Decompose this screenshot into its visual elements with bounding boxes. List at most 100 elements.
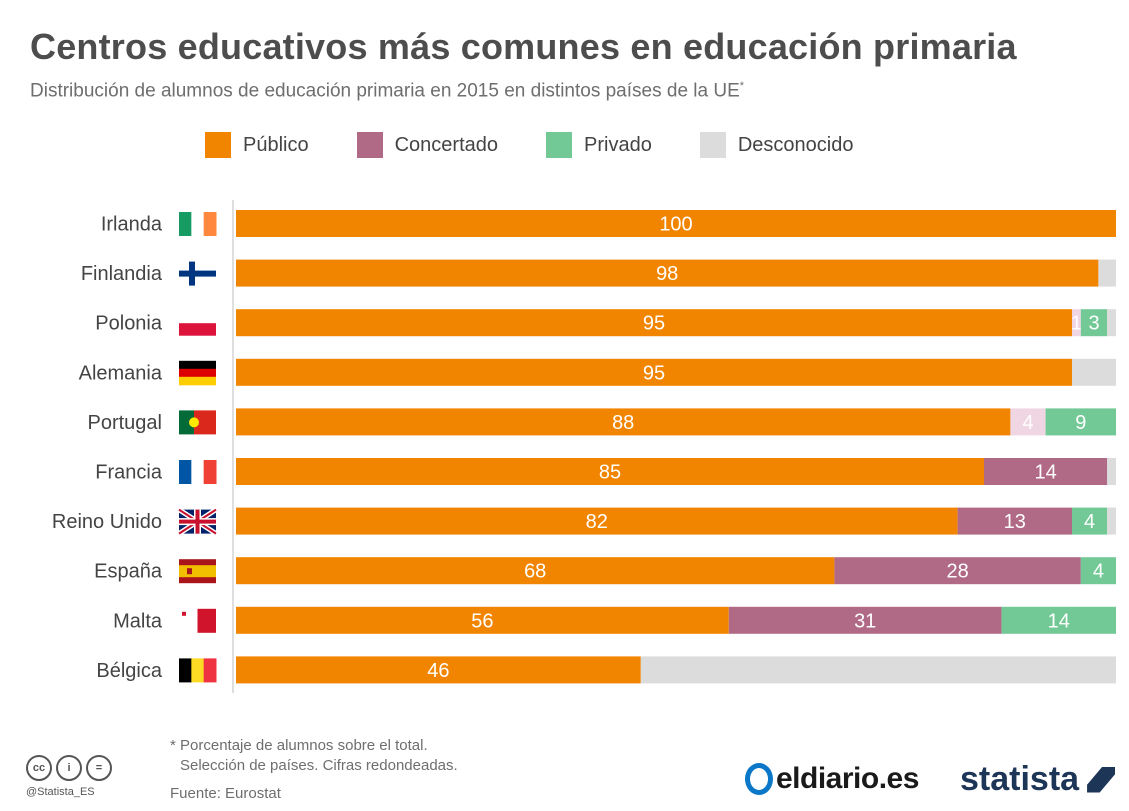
bar-espana-privado	[1080, 557, 1116, 585]
chart-title: Centros educativos más comunes en educac…	[30, 26, 1017, 67]
data-label-francia-publico: 85	[599, 462, 621, 484]
no-derivatives-icon: =	[86, 755, 112, 781]
bar-francia-publico	[236, 458, 984, 485]
bar-reino-unido-publico	[236, 507, 958, 535]
bar-francia-concertado	[984, 458, 1108, 485]
eldiario-logo[interactable]: eldiario.es	[745, 762, 919, 796]
bar-finlandia-publico	[236, 259, 1099, 287]
cc-icon: cc	[26, 755, 52, 781]
legend-label-privado: Privado	[584, 133, 652, 156]
data-label-portugal-publico: 88	[612, 412, 634, 434]
data-label-reino-unido-concertado: 13	[1004, 511, 1026, 533]
bar-polonia-publico	[236, 309, 1072, 337]
bar-malta-concertado	[728, 606, 1002, 634]
spain-flag-icon	[179, 559, 216, 584]
bar-espana-publico	[236, 557, 835, 585]
data-label-polonia-concertado: 1	[1071, 313, 1082, 335]
data-label-polonia-privado: 3	[1088, 313, 1099, 335]
statista-logo-icon	[1087, 766, 1116, 793]
legend-swatch-concertado	[356, 132, 383, 158]
bar-finlandia-desconocido	[1098, 259, 1116, 287]
chart-legend: Público Concertado Privado Desconocido	[205, 132, 901, 158]
category-label-finlandia: Finlandia	[81, 263, 163, 285]
bar-polonia-concertado	[1072, 309, 1081, 337]
germany-flag-icon	[179, 360, 216, 386]
poland-flag-icon	[179, 311, 216, 336]
data-label-finlandia-publico: 98	[656, 263, 678, 285]
bar-francia-desconocido	[1107, 458, 1116, 485]
legend-item-concertado: Concertado	[356, 132, 499, 158]
legend-swatch-desconocido	[699, 132, 726, 158]
data-label-espana-concertado: 28	[946, 561, 968, 583]
data-label-portugal-concertado: 4	[1022, 412, 1033, 434]
data-label-reino-unido-privado: 4	[1084, 511, 1095, 533]
subtitle-text: Distribución de alumnos de educación pri…	[30, 80, 740, 102]
source-note: Fuente: Eurostat	[170, 785, 281, 802]
chart-subtitle: Distribución de alumnos de educación pri…	[30, 80, 744, 102]
data-label-malta-publico: 56	[471, 610, 493, 632]
category-label-belgica: Bélgica	[96, 660, 162, 682]
bar-portugal-privado	[1045, 408, 1116, 436]
category-label-malta: Malta	[113, 610, 163, 632]
statista-logo[interactable]: statista	[960, 760, 1116, 799]
category-label-portugal: Portugal	[88, 412, 163, 434]
bar-portugal-publico	[236, 408, 1011, 436]
category-label-reino-unido: Reino Unido	[52, 511, 162, 533]
belgium-flag-icon	[179, 658, 217, 683]
bar-reino-unido-desconocido	[1107, 507, 1116, 535]
bar-portugal-concertado	[1010, 408, 1046, 436]
data-label-malta-concertado: 31	[854, 610, 876, 632]
data-label-belgica-publico: 46	[427, 660, 449, 682]
bar-alemania-desconocido	[1072, 358, 1116, 386]
finland-flag-icon	[179, 261, 216, 286]
category-label-irlanda: Irlanda	[101, 214, 163, 236]
eldiario-logo-text: eldiario.es	[776, 762, 919, 795]
attribution-icon: i	[56, 755, 82, 781]
uk-flag-icon	[177, 507, 218, 536]
category-label-alemania: Alemania	[79, 362, 163, 384]
bar-belgica-publico	[236, 656, 641, 684]
portugal-flag-icon	[179, 410, 216, 435]
stacked-bar-chart: Irlanda 100 Finlandia 98 Polonia 95 1 3 Alemania…	[52, 200, 1116, 693]
footnote-line-2: Selección de países. Cifras redondeadas.	[180, 757, 458, 774]
bar-reino-unido-concertado	[957, 507, 1072, 535]
malta-flag-icon	[179, 608, 216, 633]
eldiario-logo-icon	[745, 763, 773, 795]
legend-item-desconocido: Desconocido	[699, 132, 854, 158]
legend-item-publico: Público	[205, 132, 309, 158]
category-label-francia: Francia	[95, 462, 163, 484]
bar-polonia-desconocido	[1107, 309, 1116, 337]
legend-swatch-publico	[205, 132, 231, 158]
bar-alemania-publico	[236, 358, 1072, 386]
footnote-line-1: * Porcentaje de alumnos sobre el total.	[170, 737, 428, 754]
data-label-alemania-publico: 95	[643, 362, 665, 384]
data-label-polonia-publico: 95	[643, 313, 665, 335]
data-label-portugal-privado: 9	[1075, 412, 1086, 434]
bar-polonia-privado	[1080, 309, 1108, 337]
france-flag-icon	[179, 460, 217, 484]
statista-logo-text: statista	[960, 760, 1080, 798]
category-label-espana: España	[94, 561, 163, 583]
legend-item-privado: Privado	[546, 132, 652, 158]
category-label-polonia: Polonia	[95, 313, 163, 335]
bar-reino-unido-privado	[1072, 507, 1108, 535]
bar-malta-privado	[1001, 606, 1116, 634]
data-label-reino-unido-publico: 82	[586, 511, 608, 533]
data-label-malta-privado: 14	[1048, 610, 1070, 632]
legend-label-publico: Público	[243, 133, 309, 156]
legend-swatch-privado	[546, 132, 573, 158]
bar-irlanda-publico	[236, 210, 1116, 237]
legend-label-concertado: Concertado	[394, 133, 499, 156]
subtitle-footnote-mark: *	[739, 80, 745, 92]
bar-malta-publico	[236, 606, 729, 634]
bar-belgica-desconocido	[640, 656, 1116, 684]
ireland-flag-icon	[179, 212, 217, 236]
bar-espana-concertado	[834, 557, 1081, 585]
data-label-espana-privado: 4	[1093, 561, 1104, 583]
legend-label-desconocido: Desconocido	[737, 133, 854, 156]
statista-handle: @Statista_ES	[26, 786, 95, 798]
data-label-irlanda-publico: 100	[659, 214, 692, 236]
data-label-francia-concertado: 14	[1034, 462, 1056, 484]
data-label-espana-publico: 68	[524, 561, 546, 583]
creative-commons-icons: cc i =	[26, 755, 116, 781]
